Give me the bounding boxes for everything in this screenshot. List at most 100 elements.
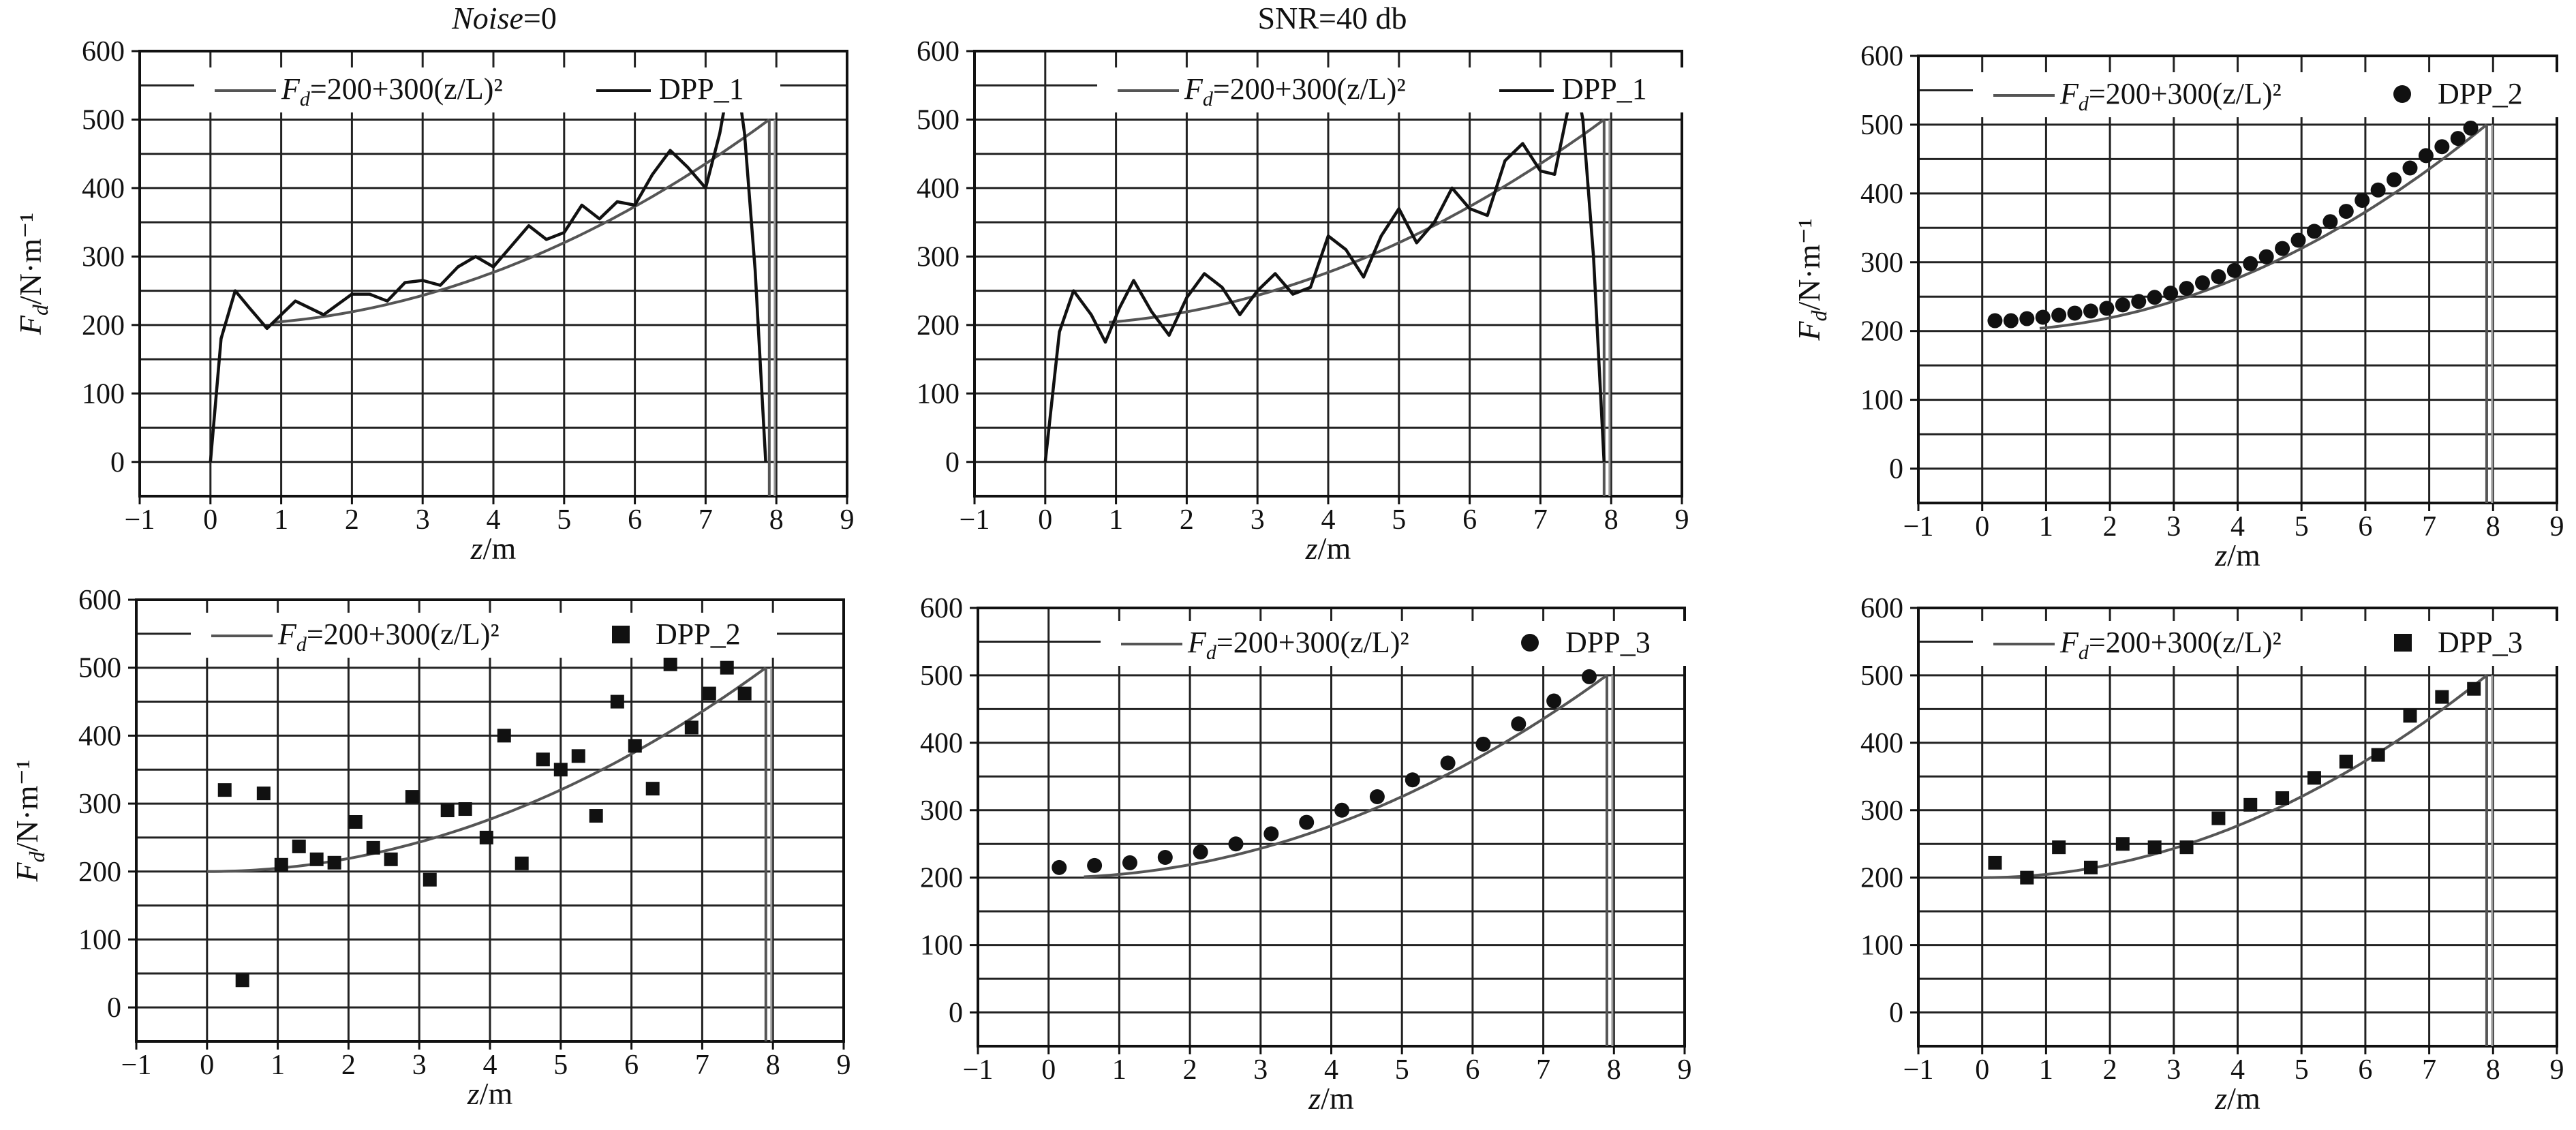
legend-background — [191, 613, 777, 658]
x-axis-label: z/m — [2214, 1081, 2260, 1116]
y-axis-label-sub: d — [28, 304, 52, 316]
data-point — [256, 787, 271, 801]
data-point — [2067, 305, 2083, 321]
legend-swatch-dpp — [1521, 634, 1539, 652]
x-tick-label: 3 — [2166, 511, 2181, 543]
x-tick-label: 8 — [2486, 511, 2500, 543]
y-tick-label: 0 — [949, 998, 963, 1029]
data-point — [610, 694, 624, 709]
x-tick-label: 0 — [1975, 1054, 1989, 1086]
y-axis-label: Fd/N·m⁻¹ — [10, 759, 49, 882]
data-point — [458, 802, 472, 816]
series-line-dpp — [1043, 80, 1606, 463]
data-point — [1157, 850, 1173, 866]
y-tick-label: 200 — [82, 310, 125, 341]
data-point — [553, 763, 568, 777]
x-tick-label: 6 — [1465, 1054, 1479, 1086]
chart-1: −1 0 1 2 3 4 5 6 7 8 90100200300400500600z/mFd/N·m… — [13, 36, 855, 566]
data-point — [2003, 313, 2019, 329]
legend-label-reference: Fd=200+300(z/L)² — [1184, 72, 1406, 110]
data-point — [2211, 811, 2226, 825]
legend-label-reference-formula: =200+300(z/L)² — [307, 617, 500, 651]
data-point — [2434, 139, 2450, 155]
data-point — [1987, 313, 2003, 329]
legend-label-reference-sub: d — [2079, 641, 2089, 664]
data-point — [274, 857, 288, 872]
x-tick-label: 5 — [1395, 1054, 1409, 1086]
x-axis-label-unit: /m — [1318, 531, 1351, 566]
data-point — [423, 872, 437, 887]
data-point — [2275, 241, 2290, 256]
chart-3: −1 0 1 2 3 4 5 6 7 8 90100200300400500600z/mFd/N·m… — [1792, 41, 2564, 572]
y-tick-label: 100 — [1860, 385, 1903, 416]
x-axis-label: z/m — [467, 1076, 513, 1111]
data-point — [2083, 860, 2098, 874]
data-point — [2147, 840, 2162, 855]
x-tick-label: 4 — [1324, 1054, 1338, 1086]
x-tick-label: 7 — [2422, 1054, 2436, 1086]
data-point — [628, 739, 642, 753]
x-tick-label: 9 — [840, 504, 855, 536]
legend-background — [194, 67, 780, 112]
y-axis-label-var: F — [13, 315, 48, 335]
y-axis-label: Fd/N·m⁻¹ — [1792, 218, 1831, 341]
legend: Fd=200+300(z/L)² DPP_2 — [191, 613, 777, 658]
data-point — [1511, 716, 1527, 732]
y-tick-label: 100 — [78, 924, 121, 956]
y-axis-label-unit: /N·m⁻¹ — [13, 213, 48, 305]
x-axis-label-var: z — [2214, 538, 2227, 572]
data-point — [1440, 755, 1456, 771]
data-point — [1475, 736, 1491, 752]
data-point — [2418, 148, 2434, 164]
y-tick-label: 400 — [917, 173, 960, 204]
reference-curve — [274, 118, 770, 324]
x-axis-label-unit: /m — [483, 531, 517, 566]
y-tick-label: 500 — [82, 104, 125, 136]
y-tick-label: 500 — [920, 660, 963, 692]
data-point — [663, 657, 677, 671]
y-tick-label: 200 — [920, 863, 963, 894]
x-axis-label-var: z — [1305, 531, 1318, 566]
legend-label-reference-formula: =200+300(z/L)² — [1213, 72, 1406, 106]
data-point — [2355, 192, 2370, 208]
x-axis-label: z/m — [1305, 531, 1351, 566]
y-tick-label: 600 — [920, 593, 963, 624]
column-title-middle: SNR=40 db — [1258, 1, 1407, 35]
data-point — [1052, 859, 1067, 875]
y-tick-label: 100 — [82, 378, 125, 410]
legend-label-reference-sub: d — [2079, 93, 2089, 115]
x-tick-label: 5 — [553, 1050, 568, 1081]
data-point — [2339, 754, 2353, 769]
x-tick-label: 9 — [1678, 1054, 1692, 1086]
data-point — [384, 852, 398, 866]
y-tick-label: 400 — [1860, 728, 1903, 759]
y-tick-label: 300 — [78, 789, 121, 820]
x-tick-label: 9 — [2550, 511, 2564, 543]
legend-label-dpp: DPP_3 — [1565, 626, 1651, 659]
legend-label-reference: Fd=200+300(z/L)² — [281, 72, 503, 110]
column-title-left-suffix: =0 — [523, 1, 557, 35]
x-tick-label: 8 — [766, 1050, 780, 1081]
legend-label-dpp: DPP_1 — [659, 72, 744, 106]
data-point — [589, 809, 603, 823]
legend-label-reference-var: F — [1184, 72, 1203, 106]
legend-background — [1973, 72, 2559, 117]
x-tick-label: 2 — [2103, 511, 2117, 543]
legend-background — [1097, 67, 1683, 112]
legend-label-reference-var: F — [277, 617, 297, 651]
x-tick-label: 0 — [1975, 511, 1989, 543]
x-tick-label: 9 — [2550, 1054, 2564, 1086]
x-tick-label: 1 — [1109, 504, 1123, 536]
y-tick-label: 400 — [920, 728, 963, 759]
y-tick-label: 500 — [917, 104, 960, 136]
legend-swatch-dpp — [612, 626, 630, 643]
y-tick-label: 600 — [78, 585, 121, 616]
data-point — [536, 752, 550, 767]
data-point — [2307, 771, 2321, 785]
y-tick-label: 300 — [917, 241, 960, 273]
data-point — [1228, 836, 1244, 852]
y-tick-label: 0 — [945, 447, 960, 478]
x-tick-label: 0 — [1041, 1054, 1056, 1086]
data-point — [348, 814, 363, 829]
